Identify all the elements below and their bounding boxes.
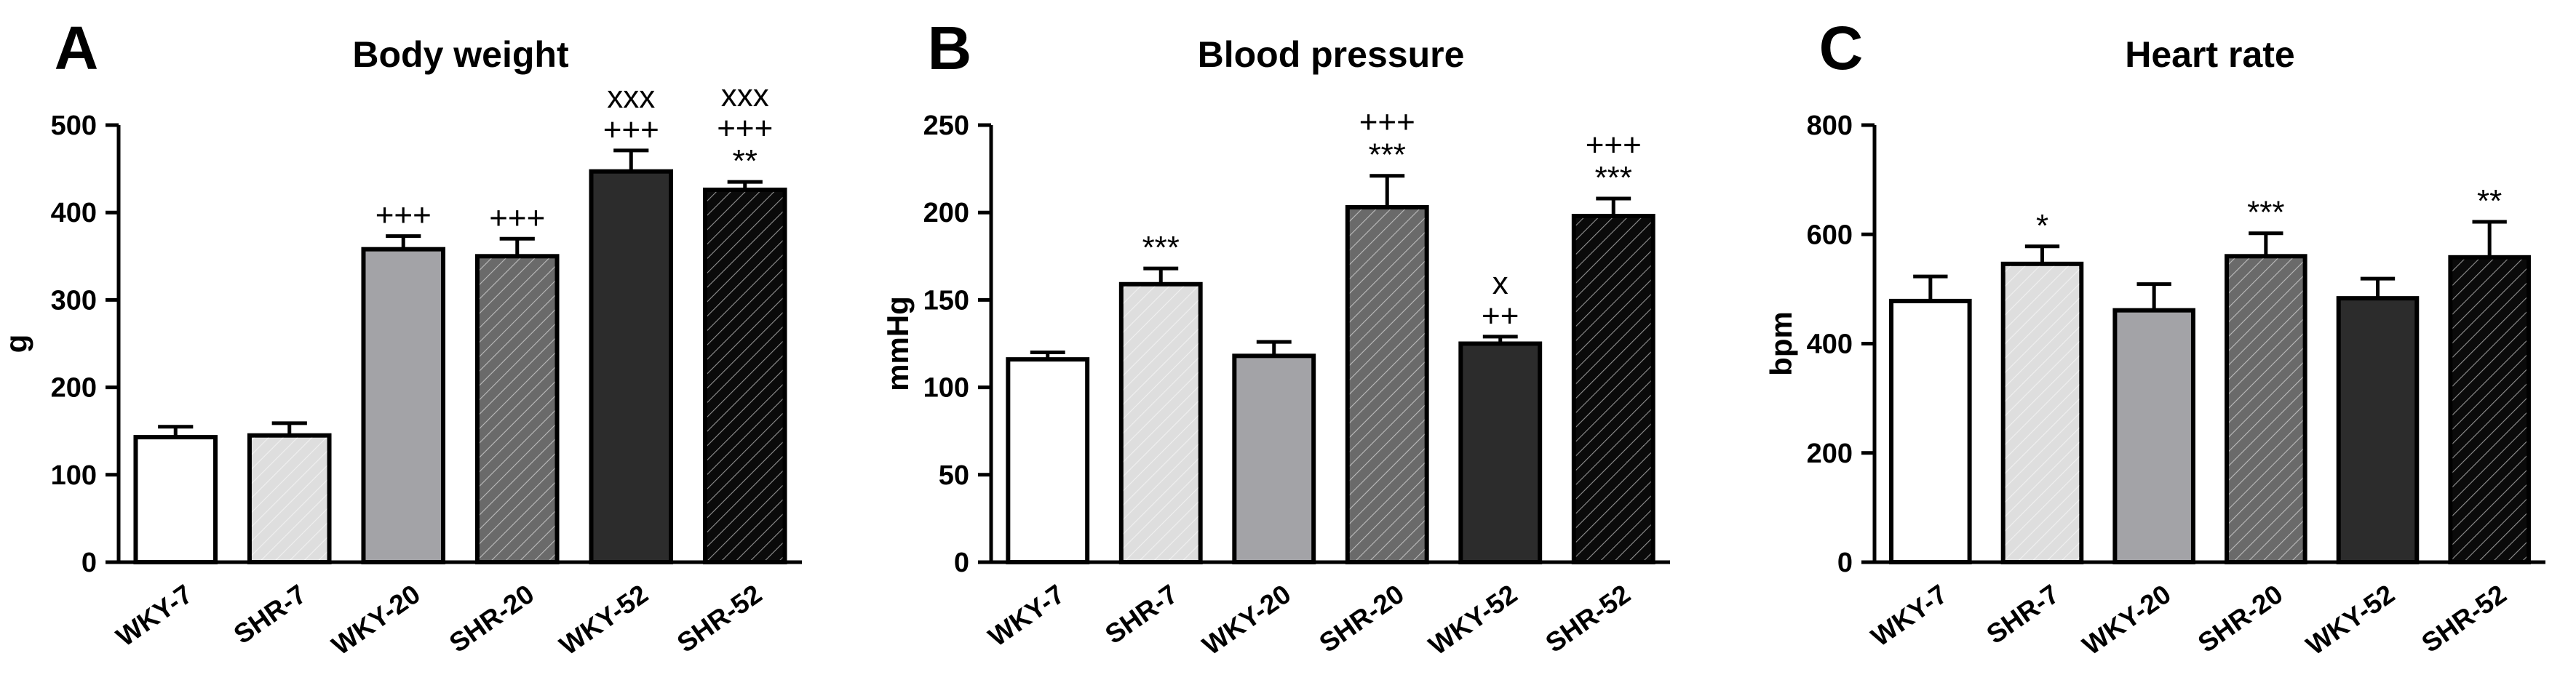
x-tick-label: SHR-52	[1541, 579, 1636, 658]
significance-label: *	[2036, 208, 2048, 244]
bar-wky-52	[2336, 296, 2420, 564]
y-tick-label: 50	[939, 460, 969, 491]
x-tick-label: WKY-20	[1197, 579, 1296, 661]
y-tick-label: 100	[51, 460, 97, 491]
x-tick-label: SHR-52	[2416, 579, 2511, 658]
significance-label: +++	[1586, 127, 1642, 163]
bar-hatch	[1349, 209, 1425, 560]
y-axis-label: g	[0, 335, 33, 353]
panel-letter: B	[928, 14, 972, 82]
significance-label: +++	[1359, 105, 1415, 140]
x-tick-label: SHR-20	[444, 579, 539, 658]
significance-label: **	[2477, 183, 2502, 219]
bar-wky-7	[133, 435, 218, 565]
significance-label: ***	[1142, 230, 1180, 265]
x-tick-label: SHR-7	[228, 579, 311, 649]
y-tick-label: 300	[51, 285, 97, 316]
y-tick-label: 400	[1807, 329, 1853, 360]
x-tick-label: SHR-7	[1981, 579, 2064, 649]
x-tick-label: SHR-20	[2193, 579, 2288, 658]
y-tick-label: 0	[954, 548, 969, 578]
x-tick-label: WKY-20	[326, 579, 425, 661]
panel-letter: A	[55, 14, 99, 82]
x-tick-label: WKY-7	[1866, 579, 1953, 652]
x-tick-label: SHR-52	[672, 579, 767, 658]
y-axis-label: mmHg	[880, 296, 915, 391]
bar-wky-20	[361, 247, 446, 564]
x-tick-label: WKY-52	[554, 579, 653, 661]
significance-label: +++	[717, 111, 773, 146]
chart-title: Heart rate	[2125, 34, 2294, 75]
y-tick-label: 200	[51, 373, 97, 404]
bar-wky-20	[1232, 353, 1316, 564]
bar-hatch	[2229, 258, 2303, 560]
y-tick-label: 200	[923, 198, 969, 228]
y-tick-label: 0	[82, 548, 97, 578]
significance-label: xxx	[607, 79, 655, 115]
bar-hatch	[479, 258, 555, 560]
bar-hatch	[1123, 286, 1198, 560]
y-tick-label: 800	[1807, 111, 1853, 141]
significance-label: +++	[489, 200, 545, 236]
x-tick-label: WKY-52	[2301, 579, 2400, 661]
bar-wky-52	[589, 169, 674, 564]
significance-label: ***	[2247, 195, 2284, 231]
y-tick-label: 600	[1807, 220, 1853, 250]
bar-wky-52	[1458, 341, 1543, 564]
significance-label: ***	[1595, 160, 1632, 196]
bar-hatch	[1575, 218, 1651, 560]
significance-label: **	[733, 143, 758, 179]
significance-label: ***	[1369, 137, 1406, 173]
x-tick-label: WKY-7	[111, 579, 198, 652]
bar-hatch	[2452, 259, 2527, 560]
bar-hatch	[251, 437, 327, 560]
bar-wky-20	[2112, 308, 2195, 564]
y-tick-label: 150	[923, 285, 969, 316]
y-tick-label: 500	[51, 111, 97, 141]
panel-a: A Body weight g 0 100 200 300 400 500 WKY-7 SHR-7 +…	[0, 14, 802, 661]
y-tick-label: 250	[923, 111, 969, 141]
bar-wky-7	[1889, 298, 1972, 564]
x-tick-label: WKY-7	[983, 579, 1070, 652]
y-tick-label: 400	[51, 198, 97, 228]
x-tick-label: WKY-20	[2077, 579, 2176, 661]
y-tick-label: 0	[1837, 548, 1853, 578]
x-tick-label: SHR-20	[1314, 579, 1410, 658]
chart-title: Body weight	[352, 34, 569, 75]
significance-label: ++	[1482, 298, 1519, 334]
panel-letter: C	[1819, 14, 1864, 82]
bar-hatch	[2005, 265, 2080, 560]
significance-label: x	[1492, 265, 1508, 301]
y-axis-label: bpm	[1764, 311, 1798, 376]
significance-label: +++	[603, 112, 659, 148]
bar-wky-7	[1006, 357, 1090, 564]
chart-title: Blood pressure	[1198, 34, 1465, 75]
significance-label: xxx	[721, 78, 769, 113]
y-tick-label: 200	[1807, 439, 1853, 469]
y-tick-label: 100	[923, 373, 969, 404]
significance-label: +++	[375, 198, 432, 233]
bar-hatch	[707, 191, 783, 560]
panel-b: B Blood pressure mmHg 0 50 100 150 200 250 WKY-7 *…	[880, 14, 1670, 661]
x-tick-label: WKY-52	[1423, 579, 1522, 661]
x-tick-label: SHR-7	[1100, 579, 1182, 649]
